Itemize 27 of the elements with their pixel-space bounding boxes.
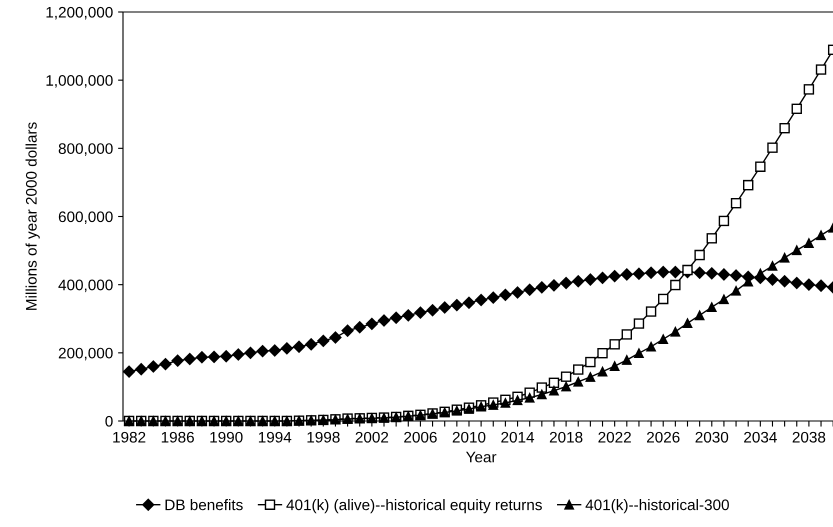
x-tick-label: 2010 <box>452 432 486 443</box>
x-tick-label: 2002 <box>356 432 388 443</box>
x-tick-label: 2038 <box>792 432 826 443</box>
x-tick-label: 1994 <box>258 432 292 443</box>
y-tick-label: 800,000 <box>58 143 113 156</box>
y-tick-label: 1,200,000 <box>46 6 113 20</box>
x-tick-label: 1982 <box>113 432 146 443</box>
y-tick-label: 0 <box>105 416 113 427</box>
x-tick-label: 1986 <box>162 432 194 443</box>
y-tick-label: 600,000 <box>58 211 113 224</box>
y-tick-label: 400,000 <box>58 280 113 292</box>
x-tick-label: 2014 <box>501 432 534 443</box>
x-tick-label: 2034 <box>744 432 777 443</box>
x-tick-label: 2018 <box>550 432 582 443</box>
y-axis-title: Millions of year 2000 dollars <box>26 122 40 310</box>
legend-label: 401(k)--historical-300 <box>586 499 729 514</box>
x-tick-label: 2030 <box>696 432 728 443</box>
x-tick-label: 1990 <box>210 432 243 443</box>
legend-label: DB benefits <box>166 499 243 510</box>
x-tick-label: 2026 <box>646 432 680 443</box>
y-tick-label: 1,000,000 <box>46 75 113 88</box>
x-tick-label: 1998 <box>307 432 340 443</box>
x-tick-label: 2022 <box>598 432 631 443</box>
x-axis-title: Year <box>466 452 496 462</box>
x-tick-label: 2006 <box>404 432 437 443</box>
y-tick-label: 200,000 <box>58 348 113 360</box>
legend-label: 401(k) (alive)--historical equity returns <box>286 499 542 514</box>
